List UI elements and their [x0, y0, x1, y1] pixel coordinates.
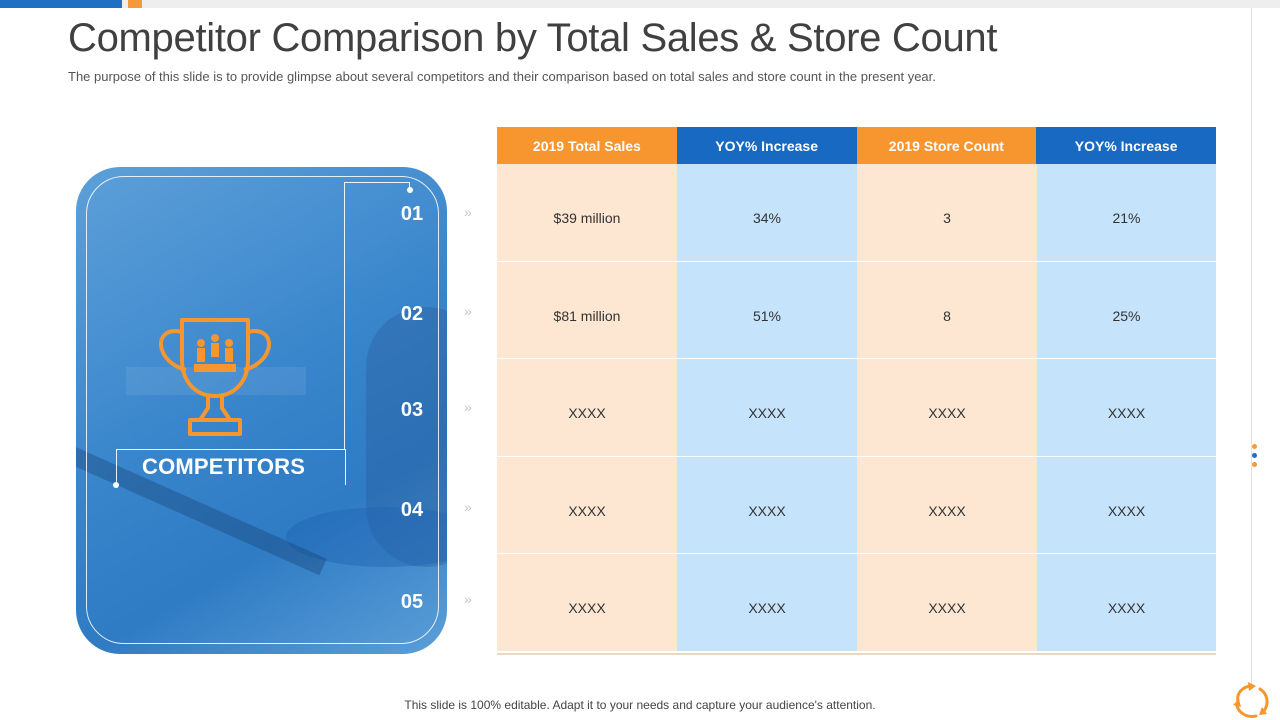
table-row: $81 million 51% 8 25%	[497, 261, 1216, 360]
comparison-table: 2019 Total Sales YOY% Increase 2019 Stor…	[497, 127, 1216, 652]
table-cell: 3	[857, 164, 1037, 262]
card-label: COMPETITORS	[142, 454, 306, 479]
table-cell: 21%	[1037, 164, 1216, 262]
row-number: 04	[400, 499, 424, 521]
competitors-card	[76, 167, 447, 654]
column-header: 2019 Store Count	[856, 127, 1037, 164]
table-cell: XXXX	[677, 456, 857, 555]
table-cell: XXXX	[497, 359, 677, 457]
table-bottom-rule	[497, 653, 1216, 655]
row-number: 05	[400, 591, 424, 613]
connector-line-bottom	[116, 449, 346, 485]
chevron-right-icon: »	[464, 204, 472, 220]
table-row: XXXX XXXX XXXX XXXX	[497, 359, 1216, 457]
table-cell: 51%	[677, 261, 857, 360]
connector-dot-bottom	[113, 482, 119, 488]
table-cell: 34%	[677, 164, 857, 262]
table-cell: XXXX	[1037, 554, 1216, 652]
card-inner-frame	[86, 176, 439, 644]
page-title: Competitor Comparison by Total Sales & S…	[68, 16, 998, 60]
column-header: 2019 Total Sales	[497, 127, 677, 164]
table-cell: XXXX	[857, 359, 1037, 457]
row-number: 02	[400, 303, 424, 325]
column-header: YOY% Increase	[1036, 127, 1216, 164]
table-row: $39 million 34% 3 21%	[497, 164, 1216, 262]
connector-line-top	[344, 182, 410, 450]
connector-line-top-drop	[409, 182, 410, 190]
table-row: XXXX XXXX XXXX XXXX	[497, 554, 1216, 652]
trophy-icon	[159, 318, 271, 436]
top-bar	[0, 0, 1280, 8]
table-cell: XXXX	[677, 554, 857, 652]
table-cell: XXXX	[677, 359, 857, 457]
column-header: YOY% Increase	[676, 127, 857, 164]
chevron-right-icon: »	[464, 591, 472, 607]
table-cell: 25%	[1037, 261, 1216, 360]
table-cell: 8	[857, 261, 1037, 360]
chevron-right-icon: »	[464, 499, 472, 515]
table-cell: XXXX	[857, 554, 1037, 652]
table-cell: XXXX	[1037, 456, 1216, 555]
top-bar-accent-blue	[0, 0, 122, 8]
row-number: 03	[400, 399, 424, 421]
page-subtitle: The purpose of this slide is to provide …	[68, 69, 936, 84]
table-cell: $39 million	[497, 164, 677, 262]
footer-note: This slide is 100% editable. Adapt it to…	[404, 698, 876, 712]
recycle-leaf-logo-icon	[1233, 682, 1269, 718]
table-cell: XXXX	[497, 456, 677, 555]
table-header: 2019 Total Sales YOY% Increase 2019 Stor…	[497, 127, 1216, 164]
connector-dot-top	[407, 187, 413, 193]
table-cell: XXXX	[497, 554, 677, 652]
top-bar-accent-orange	[128, 0, 142, 8]
table-cell: XXXX	[857, 456, 1037, 555]
table-cell: XXXX	[1037, 359, 1216, 457]
chevron-right-icon: »	[464, 303, 472, 319]
side-dots	[1252, 444, 1258, 471]
right-divider	[1251, 8, 1252, 688]
row-number: 01	[400, 203, 424, 225]
table-row: XXXX XXXX XXXX XXXX	[497, 456, 1216, 555]
table-cell: $81 million	[497, 261, 677, 360]
chevron-right-icon: »	[464, 399, 472, 415]
